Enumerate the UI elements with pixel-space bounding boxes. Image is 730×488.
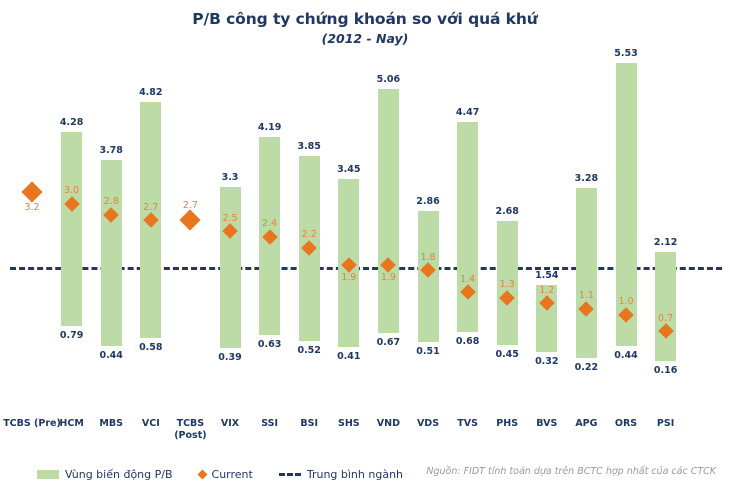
bar-high-value-label: 5.53 (614, 48, 638, 60)
chart-legend: Vùng biến động P/B Current Trung bình ng… (0, 463, 440, 485)
range-bar[interactable] (615, 63, 637, 346)
current-value-marker[interactable] (179, 209, 201, 231)
bar-high-value-label: 3.45 (337, 163, 361, 175)
bar-high-value-label: 4.47 (455, 106, 480, 118)
bar-high-value-label: 4.28 (59, 117, 84, 129)
bar-high-value-label: 4.19 (257, 122, 282, 134)
current-value-label: 1.9 (341, 272, 357, 284)
current-value-label: 2.2 (301, 229, 317, 241)
range-band-swatch-icon (36, 469, 59, 479)
bar-high-value-label: 2.86 (416, 196, 440, 208)
source-note: Nguồn: FIDT tính toán dựa trên BCTC hợp … (426, 466, 716, 477)
current-value-label: 3.2 (24, 201, 40, 213)
x-axis-tick-mbs[interactable]: MBS (99, 418, 123, 429)
bar-low-value-label: 0.68 (455, 336, 480, 348)
current-value-label: 1.3 (499, 279, 515, 291)
bar-high-value-label: 3.28 (574, 172, 599, 184)
current-value-label: 2.4 (262, 218, 278, 230)
bar-low-value-label: 0.44 (614, 349, 638, 361)
x-axis-tick-bsi[interactable]: BSI (300, 418, 318, 429)
legend-label-average: Trung bình ngành (306, 467, 404, 481)
bar-low-value-label: 0.52 (297, 345, 321, 357)
bar-high-value-label: 2.12 (653, 237, 678, 249)
x-axis-tick-vix[interactable]: VIX (220, 418, 240, 429)
plot-area: 3.2 4.28 0.79 3.0 3.78 0.44 2.8 4.82 0.58 2.7 2.7 3… (10, 48, 722, 377)
bar-low-value-label: 0.79 (59, 330, 84, 342)
bar-low-value-label: 0.58 (139, 341, 163, 353)
range-bar[interactable] (496, 221, 518, 345)
range-bar[interactable] (100, 160, 122, 346)
diamond-marker-icon (197, 469, 207, 479)
bar-high-value-label: 3.85 (297, 141, 321, 153)
bar-high-value-label: 2.68 (495, 206, 519, 218)
range-bar[interactable] (377, 89, 399, 333)
x-axis-tick-phs[interactable]: PHS (496, 418, 519, 429)
chart-header: P/B công ty chứng khoán so với quá khứ (… (0, 10, 730, 46)
bar-low-value-label: 0.22 (574, 361, 599, 373)
range-bar[interactable] (61, 132, 83, 327)
current-value-label: 0.7 (658, 312, 674, 324)
bar-low-value-label: 0.41 (337, 351, 361, 363)
dashed-line-icon (278, 472, 301, 476)
page-title: P/B công ty chứng khoán so với quá khứ (192, 10, 538, 28)
chart-subtitle: (2012 - Nay) (321, 31, 409, 47)
current-value-label: 3.0 (64, 185, 80, 196)
legend-item-range[interactable]: Vùng biến động P/B (36, 467, 173, 481)
current-value-marker[interactable] (21, 181, 43, 203)
current-value-label: 1.4 (460, 273, 476, 285)
x-axis-tick-apg[interactable]: APG (575, 418, 598, 429)
x-axis-tick-tcbs-pre[interactable]: TCBS (Pre) (3, 418, 61, 429)
current-value-label: 1.9 (380, 272, 396, 284)
range-bar[interactable] (575, 187, 597, 358)
current-value-label: 2.5 (222, 212, 238, 224)
x-axis-tick-tvs[interactable]: TVS (457, 418, 478, 429)
x-axis-tick-ssi[interactable]: SSI (261, 418, 278, 429)
legend-label-range: Vùng biến động P/B (64, 467, 173, 481)
bar-low-value-label: 0.51 (416, 345, 440, 357)
current-value-label: 1.8 (420, 251, 436, 263)
legend-item-current[interactable]: Current (197, 467, 253, 481)
current-value-label: 1.2 (539, 284, 555, 296)
x-axis-tick-shs[interactable]: SHS (337, 418, 360, 429)
bar-low-value-label: 0.39 (218, 352, 242, 364)
x-axis-labels: TCBS (Pre) HCM MBS VCI TCBS (Post) VIX SSI BSI S… (0, 418, 730, 460)
bar-low-value-label: 0.16 (653, 365, 678, 377)
current-value-label: 2.7 (143, 201, 159, 213)
legend-item-average[interactable]: Trung bình ngành (278, 467, 404, 481)
range-bar[interactable] (457, 121, 479, 333)
x-axis-tick-tcbs-post[interactable]: TCBS (Post) (174, 418, 207, 441)
bar-high-value-label: 1.54 (535, 269, 559, 281)
bar-low-value-label: 0.45 (495, 349, 519, 361)
x-axis-tick-bvs[interactable]: BVS (536, 418, 558, 429)
bar-high-value-label: 3.3 (221, 171, 239, 183)
x-axis-tick-ors[interactable]: ORS (614, 418, 638, 429)
x-axis-tick-vci[interactable]: VCI (141, 418, 160, 429)
x-axis-tick-vds[interactable]: VDS (416, 418, 440, 429)
bar-low-value-label: 0.67 (376, 336, 401, 348)
legend-label-current: Current (211, 467, 253, 481)
bar-high-value-label: 3.78 (99, 145, 123, 157)
bar-low-value-label: 0.44 (99, 349, 123, 361)
bar-low-value-label: 0.32 (535, 356, 559, 368)
current-value-label: 2.7 (182, 199, 198, 211)
range-bar[interactable] (655, 252, 677, 362)
x-axis-tick-hcm[interactable]: HCM (59, 418, 84, 429)
current-value-label: 1.1 (578, 290, 594, 302)
bar-low-value-label: 0.63 (257, 339, 282, 351)
x-axis-tick-psi[interactable]: PSI (656, 418, 675, 429)
industry-average-line (10, 267, 722, 271)
x-axis-tick-vnd[interactable]: VND (376, 418, 400, 429)
range-bar[interactable] (219, 186, 241, 349)
bar-high-value-label: 4.82 (139, 87, 163, 99)
current-value-label: 1.0 (618, 296, 634, 307)
current-value-label: 2.8 (103, 196, 119, 208)
bar-high-value-label: 5.06 (376, 74, 401, 86)
